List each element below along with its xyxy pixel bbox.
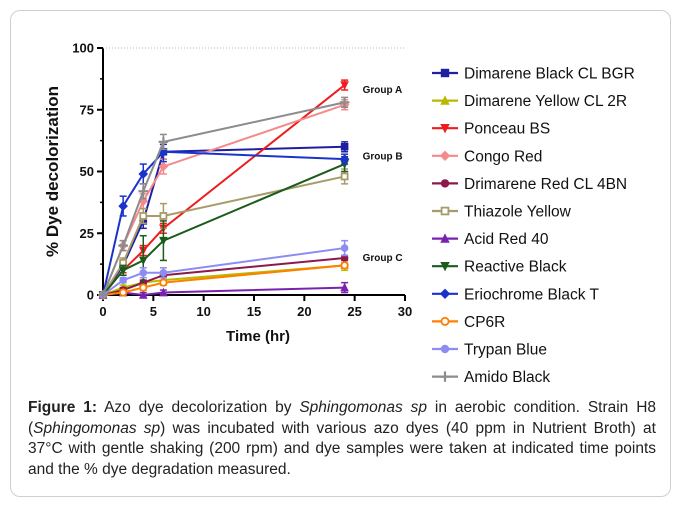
data-point [340,81,349,90]
legend-marker [440,344,450,354]
x-tick-label: 30 [398,304,412,319]
x-tick-label: 5 [150,304,157,319]
x-tick-label: 20 [297,304,311,319]
data-point [98,290,108,300]
legend-marker [440,316,450,326]
data-point [340,143,349,151]
x-tick-label: 15 [247,304,261,319]
data-point [158,161,169,172]
legend-entry: Drimarene Red CL 4BN [432,176,627,193]
legend-entry: Acid Red 40 [432,231,549,248]
legend-label: Thiazole Yellow [464,204,572,221]
legend-entry: Amido Black [432,369,550,386]
data-point [159,236,168,246]
data-point [159,212,168,220]
legend-label: Acid Red 40 [464,231,549,248]
legend-entry: Dimarene Black CL BGR [432,66,635,83]
legend-label: Drimarene Red CL 4BN [464,176,627,193]
legend-marker [440,233,450,243]
legend-marker [439,288,451,299]
legend-marker [440,206,450,216]
data-point [159,278,168,287]
legend-label: Dimarene Black CL BGR [464,66,635,83]
legend-marker [440,179,450,188]
data-point [139,283,148,292]
data-point [118,201,128,211]
chart: 0 5 10 15 20 25 30 0 25 50 75 100 Time (hr) % Dye dec… [43,41,635,387]
legend-entry: Congo Red [432,148,542,165]
data-point [138,169,149,179]
legend-entry: Ponceau BS [432,121,550,138]
data-point [340,172,349,181]
caption-organism-2: Sphingomonas sp [33,419,161,437]
legend-entry: Eriochrome Black T [432,286,599,303]
data-point [118,240,128,251]
data-point [340,282,349,292]
legend-label: Congo Red [464,148,542,165]
caption-text-2: in aerobic condition. Strain H8 ( [28,399,657,437]
legend-label: Trypan Blue [464,342,547,359]
legend-marker [440,124,450,134]
legend-label: Ponceau BS [464,121,550,138]
series-line [102,101,345,296]
caption-organism-1: Sphingomonas sp [299,399,428,416]
x-tick-label: 25 [347,304,361,319]
figure-caption: Figure 1: Azo dye decolorization by Sphi… [28,398,656,480]
caption-text-3: ) was incubated with various azo dyes (4… [28,419,656,478]
group-annotation: Group B [363,152,403,163]
data-point [159,287,168,297]
legend-label: Amido Black [464,369,550,386]
x-tick-label: 0 [99,304,106,319]
legend-marker [440,95,450,105]
legend-marker [440,68,450,78]
caption-text-1: Azo dye decolorization by [97,399,300,416]
legend-entry: Trypan Blue [432,342,547,359]
series-2 [98,79,349,300]
legend-marker [439,371,451,382]
series-line [102,145,345,296]
data-point [158,146,169,157]
legend-label: Reactive Black [464,259,567,276]
data-point [118,266,128,276]
series-11 [98,96,350,300]
legend-entry: Reactive Black [432,259,567,276]
data-point [138,186,149,197]
group-annotation: Group A [363,85,403,96]
legend-entry: CP6R [432,314,505,331]
legend-marker [440,262,450,272]
legend-label: Eriochrome Black T [464,286,599,303]
data-point [119,276,127,284]
y-tick-label: 75 [80,102,94,117]
group-annotation: Group C [363,253,403,264]
legend-marker [439,150,451,161]
data-point [159,268,168,277]
data-point [339,154,350,164]
y-tick-label: 0 [87,288,94,303]
data-point [340,261,349,270]
data-point [138,256,148,266]
legend-label: CP6R [464,314,505,331]
legend-entry: Dimarene Yellow CL 2R [432,93,627,110]
data-point [340,244,349,252]
y-tick-label: 50 [80,164,94,179]
data-point [139,268,148,277]
x-tick-label: 10 [196,304,210,319]
data-point [339,97,350,108]
series-9 [98,261,349,300]
legend-entry: Thiazole Yellow [432,204,572,221]
series-10 [99,239,349,299]
y-tick-label: 100 [72,41,94,56]
data-point [158,137,169,147]
data-point [138,290,148,299]
x-axis-title: Time (hr) [226,328,290,345]
legend-label: Dimarene Yellow CL 2R [464,93,627,110]
data-point [119,288,128,297]
series-7 [98,155,349,300]
series-1 [98,259,349,299]
caption-label: Figure 1: [28,399,98,416]
y-tick-label: 25 [80,226,94,241]
data-point [139,212,148,220]
y-axis-title: % Dye decolorization [43,86,62,257]
